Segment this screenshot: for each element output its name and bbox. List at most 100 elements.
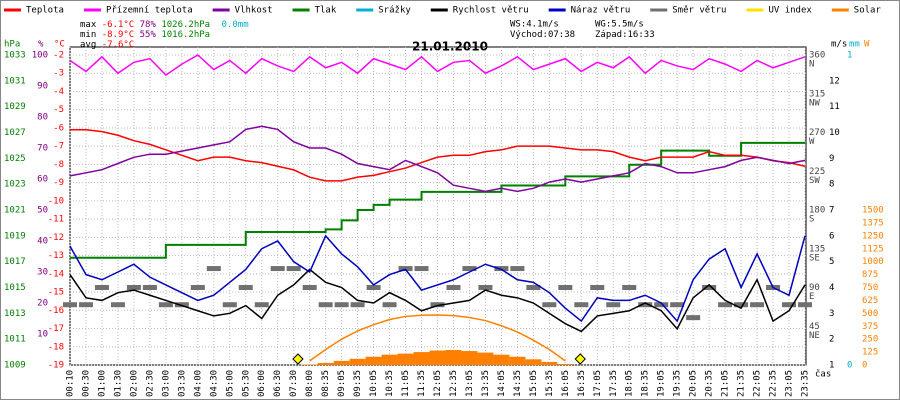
direction-mark: [318, 302, 333, 308]
y-tick-label: -16: [48, 306, 64, 316]
stat: -7.6°C: [102, 40, 135, 50]
y-tick-label: 45: [809, 322, 820, 332]
x-tick-label: 15:35: [545, 370, 555, 397]
y-tick-label: -12: [48, 233, 64, 243]
direction-mark: [142, 285, 157, 290]
stat: 1026.2hPa: [161, 20, 210, 30]
axis-unit: °C: [54, 40, 65, 50]
y-tick-label: 250: [862, 335, 878, 345]
stat-row: max -6.1°C 78% 1026.2hPa 0.0mm: [80, 20, 249, 30]
y-tick-label: 1500: [862, 206, 884, 216]
x-tick-label: 00:30: [81, 370, 91, 397]
y-tick-label: 360: [809, 51, 825, 61]
y-tick-label: 3: [829, 309, 834, 319]
y-tick-label: 2: [829, 335, 834, 345]
direction-mark: [254, 302, 269, 308]
x-tick-label: 20:35: [705, 370, 715, 397]
solar-bar: [477, 352, 494, 365]
x-tick-label: 12:35: [449, 370, 459, 397]
legend-label: UV index: [768, 6, 812, 16]
x-tick-label: 20:05: [689, 370, 699, 397]
direction-mark: [334, 302, 349, 308]
y-tick-label: 225: [809, 167, 825, 177]
x-tick-label: 07:30: [289, 370, 299, 397]
y-tick-label: 1023: [4, 180, 26, 190]
y-tick-label: 270: [809, 128, 825, 138]
y-tick-label: 1011: [4, 335, 26, 345]
y-tick-label: 1: [847, 51, 852, 61]
direction-mark: [430, 302, 445, 308]
direction-mark: [126, 285, 141, 290]
direction-mark: [174, 302, 189, 308]
direction-mark: [558, 285, 573, 290]
x-tick-label: 21:35: [737, 370, 747, 397]
x-tick-label: 12:05: [433, 370, 443, 397]
y-tick-label: 6: [829, 231, 834, 241]
y-tick-label: 70: [37, 144, 48, 154]
y-tick-label: 1033: [4, 51, 26, 61]
y-tick-label: 40: [37, 237, 48, 247]
x-tick-label: 01:00: [97, 370, 107, 397]
y-tick-label: 80: [37, 113, 48, 123]
x-tick-label: 14:05: [497, 370, 507, 397]
y-tick-label: 7: [829, 206, 834, 216]
direction-mark: [302, 285, 317, 290]
x-tick-label: 09:05: [337, 370, 347, 397]
solar-bar: [349, 358, 366, 365]
x-tick-label: 17:35: [609, 370, 619, 397]
x-tick-label: 23:35: [801, 370, 811, 397]
y-tick-label: 1250: [862, 231, 884, 241]
direction-mark: [606, 302, 621, 308]
y-tick-label: 60: [37, 175, 48, 185]
x-tick-label: 09:35: [353, 370, 363, 397]
y-tick-label: 90: [809, 283, 820, 293]
direction-mark: [446, 285, 461, 290]
direction-name: N: [809, 60, 814, 70]
solar-bar: [413, 352, 430, 365]
x-tick-label: 13:05: [465, 370, 475, 397]
x-tick-label: 04:30: [209, 370, 219, 397]
stat-row: min -8.9°C 55% 1016.2hPa: [80, 30, 210, 40]
y-tick-label: 0: [862, 361, 867, 371]
x-tick-label: 22:35: [769, 370, 779, 397]
stat: 1016.2hPa: [161, 30, 210, 40]
y-tick-label: 10: [37, 330, 48, 340]
x-tick-label: 01:30: [113, 370, 123, 397]
solar-bar: [509, 356, 526, 365]
y-tick-label: 11: [829, 102, 840, 112]
direction-mark: [110, 302, 125, 308]
sunrise-time: 07:38: [548, 30, 575, 40]
x-tick-label: 19:05: [657, 370, 667, 397]
direction-name: S: [809, 215, 814, 225]
x-tick-label: 11:05: [401, 370, 411, 397]
x-tick-label: 08:35: [321, 370, 331, 397]
direction-mark: [622, 285, 637, 290]
y-tick-label: 1009: [4, 361, 26, 371]
solar-bar: [333, 360, 350, 365]
y-tick-label: 1027: [4, 128, 26, 138]
solar-bar: [445, 350, 462, 365]
x-tick-label: 16:35: [577, 370, 587, 397]
direction-mark: [590, 285, 605, 290]
direction-mark: [63, 302, 77, 308]
y-tick-label: 20: [37, 299, 48, 309]
axis-unit: W: [864, 40, 870, 50]
y-tick-label: 1019: [4, 231, 26, 241]
solar-bar: [317, 362, 334, 365]
x-axis-label: čas: [815, 369, 831, 380]
y-tick-label: 90: [37, 82, 48, 92]
y-tick-label: 750: [862, 283, 878, 293]
y-tick-label: -15: [48, 288, 64, 298]
x-tick-label: 00:10: [66, 370, 76, 397]
x-tick-label: 10:35: [385, 370, 395, 397]
direction-mark: [238, 285, 253, 290]
x-tick-label: 11:35: [417, 370, 427, 397]
direction-mark: [286, 266, 301, 272]
x-tick-label: 22:05: [753, 370, 763, 397]
y-tick-label: 1013: [4, 309, 26, 319]
y-tick-label: 135: [809, 244, 825, 254]
direction-name: NW: [809, 98, 820, 108]
y-tick-label: -9: [53, 178, 64, 188]
